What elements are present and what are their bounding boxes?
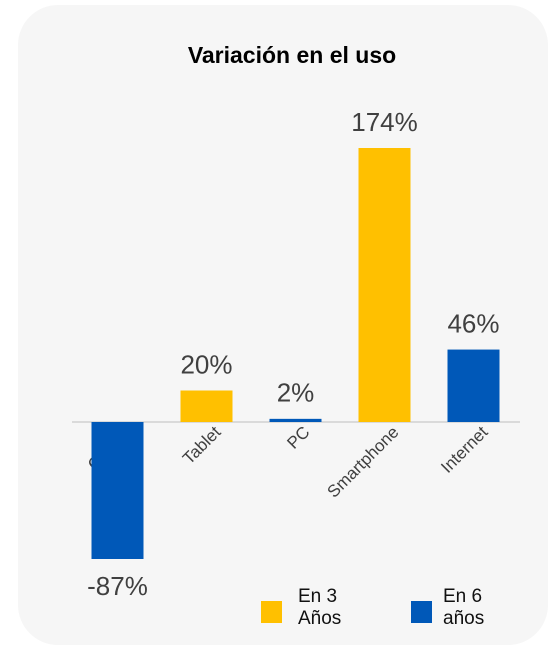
bar xyxy=(269,418,322,422)
card xyxy=(18,5,548,645)
bar xyxy=(358,148,411,422)
value-label: 46% xyxy=(447,308,499,338)
bar xyxy=(180,390,233,422)
bar xyxy=(447,349,500,422)
chart-title: Variación en el uso xyxy=(188,42,396,68)
value-label: 2% xyxy=(277,378,315,408)
bar xyxy=(91,422,144,559)
value-label: -87% xyxy=(87,571,148,601)
legend-label: En 3 Años xyxy=(298,586,342,629)
value-label: 20% xyxy=(180,349,232,379)
legend-swatch xyxy=(411,601,432,623)
legend-label: En 6 años xyxy=(443,586,485,629)
legend-swatch xyxy=(261,601,282,623)
value-label: 174% xyxy=(351,107,418,137)
